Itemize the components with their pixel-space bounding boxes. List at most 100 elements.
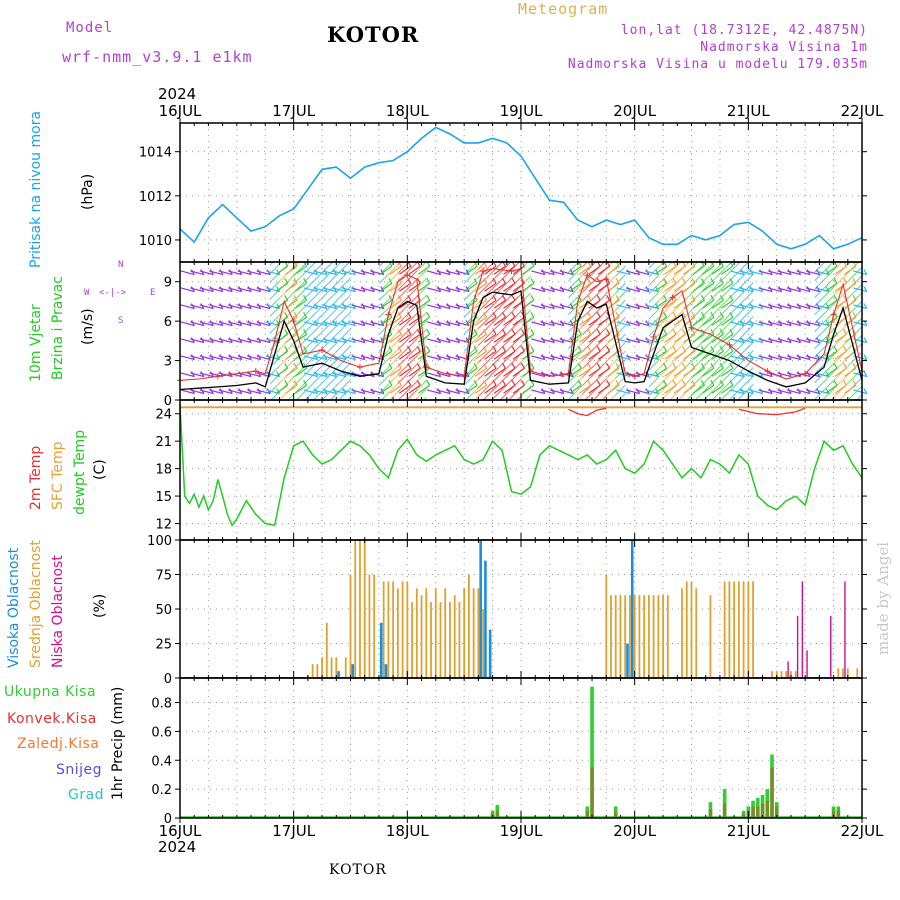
wind-barb-flag (672, 328, 677, 335)
wind-barb (285, 299, 298, 309)
cloud-low-bar (801, 581, 804, 678)
y-tick-label: 0.2 (151, 783, 172, 798)
wind-hatch (407, 262, 413, 400)
wind-barb (540, 270, 555, 276)
wind-barb-flag (672, 311, 677, 318)
wind-barb (597, 350, 611, 360)
x-label-top: 19JUL (500, 102, 543, 120)
wind-barb (465, 265, 478, 275)
wind-barb (711, 265, 724, 275)
station-title: KOTOR (327, 22, 420, 47)
wind-barb (739, 338, 754, 344)
wind-barb-flag (596, 328, 601, 335)
wind-barb (758, 321, 773, 327)
wind-barb-flag (492, 345, 497, 352)
wind-barb (465, 367, 478, 377)
wind-barb (332, 287, 347, 293)
wind-barb (313, 321, 328, 327)
wind-barb-flag (663, 311, 668, 318)
wind-barb (389, 367, 402, 377)
wind-barb (247, 270, 261, 276)
wind-barb-flag (655, 303, 660, 309)
wind-barb (569, 384, 582, 394)
footer-station: KOTOR (329, 862, 387, 878)
wind-barb (426, 338, 441, 344)
wind-barb (190, 372, 205, 378)
wind-hatch (682, 262, 688, 400)
precip-conv-bar (756, 806, 760, 818)
wind-hatch (388, 262, 394, 400)
precip-legend-snow: Snijeg (56, 762, 103, 778)
wind-barb (786, 355, 801, 361)
wind-hatch (487, 262, 493, 400)
wind-hatch (847, 262, 853, 400)
wind-barb-flag (483, 294, 488, 301)
wind-barb (786, 389, 801, 395)
wind-barb (247, 389, 261, 395)
wind-hatch (492, 262, 498, 400)
wind-barb (180, 321, 195, 327)
wind-barb (294, 265, 307, 275)
wind-barb (360, 321, 375, 327)
wind-hatch (724, 262, 730, 400)
wind-barb (796, 321, 811, 327)
wind-barb (332, 270, 347, 276)
wind-barb (313, 270, 328, 276)
wind-barb (247, 321, 261, 327)
wind-barb (683, 299, 696, 309)
wind-barb (749, 355, 763, 361)
wind-barb (786, 321, 801, 327)
wind-barb (625, 304, 640, 310)
wind-barb (294, 316, 307, 326)
wind-barb (247, 287, 261, 293)
wind-barb-flag (293, 328, 298, 335)
cloud-mid-bar (652, 595, 655, 678)
wind-barb-flag (691, 294, 696, 301)
wind-hatch (582, 262, 588, 400)
wind-barb (190, 270, 205, 276)
wind-barb-flag (681, 277, 686, 284)
wind-barb (256, 338, 271, 344)
wind-barb-flag (569, 286, 574, 292)
wind-barb (711, 367, 724, 377)
wind-barb (834, 367, 847, 377)
wind-barb-flag (672, 277, 677, 284)
wind-barb (616, 321, 631, 327)
cloud-low-bar (787, 661, 789, 678)
x-label-top: 22JUL (841, 102, 884, 120)
wind-barb-flag (569, 371, 574, 377)
wind-barb (380, 316, 393, 326)
wind-barb (597, 265, 611, 275)
wind-barb (360, 270, 375, 276)
y-tick-label: 75 (155, 569, 172, 584)
wind-barb-flag (465, 269, 470, 275)
wind-barb (275, 265, 288, 275)
wind-barb (683, 384, 696, 394)
wind-barb-flag (681, 311, 686, 318)
wind-hatch (573, 262, 579, 400)
wind-barb (228, 338, 242, 344)
wind-barb (654, 265, 667, 275)
wind-hatch (269, 262, 276, 400)
wind-barb (380, 367, 393, 377)
cloud-high-bar (337, 671, 340, 678)
wind-barb-flag (501, 362, 507, 369)
cloud-mid-bar (439, 602, 442, 678)
wind-barb (692, 384, 705, 394)
precip-total-bar (590, 686, 594, 818)
wind-barb (625, 270, 640, 276)
y-tick-label: 15 (155, 490, 172, 505)
y-tick-label: 1012 (139, 190, 172, 205)
wind-barb (777, 355, 792, 361)
wind-barb-flag (492, 294, 497, 301)
cloud-mid-bar (638, 595, 641, 678)
wind-barb-flag (672, 379, 677, 386)
wind-barb-flag (284, 328, 289, 335)
wind-barb-flag (530, 294, 535, 301)
compass-e: E (150, 288, 156, 298)
wind-barb (474, 384, 487, 394)
cloud-mid-bar (325, 622, 328, 678)
cloud-mid-bar (605, 574, 608, 678)
wind-barb (322, 287, 337, 293)
wind-barb-flag (663, 379, 668, 386)
